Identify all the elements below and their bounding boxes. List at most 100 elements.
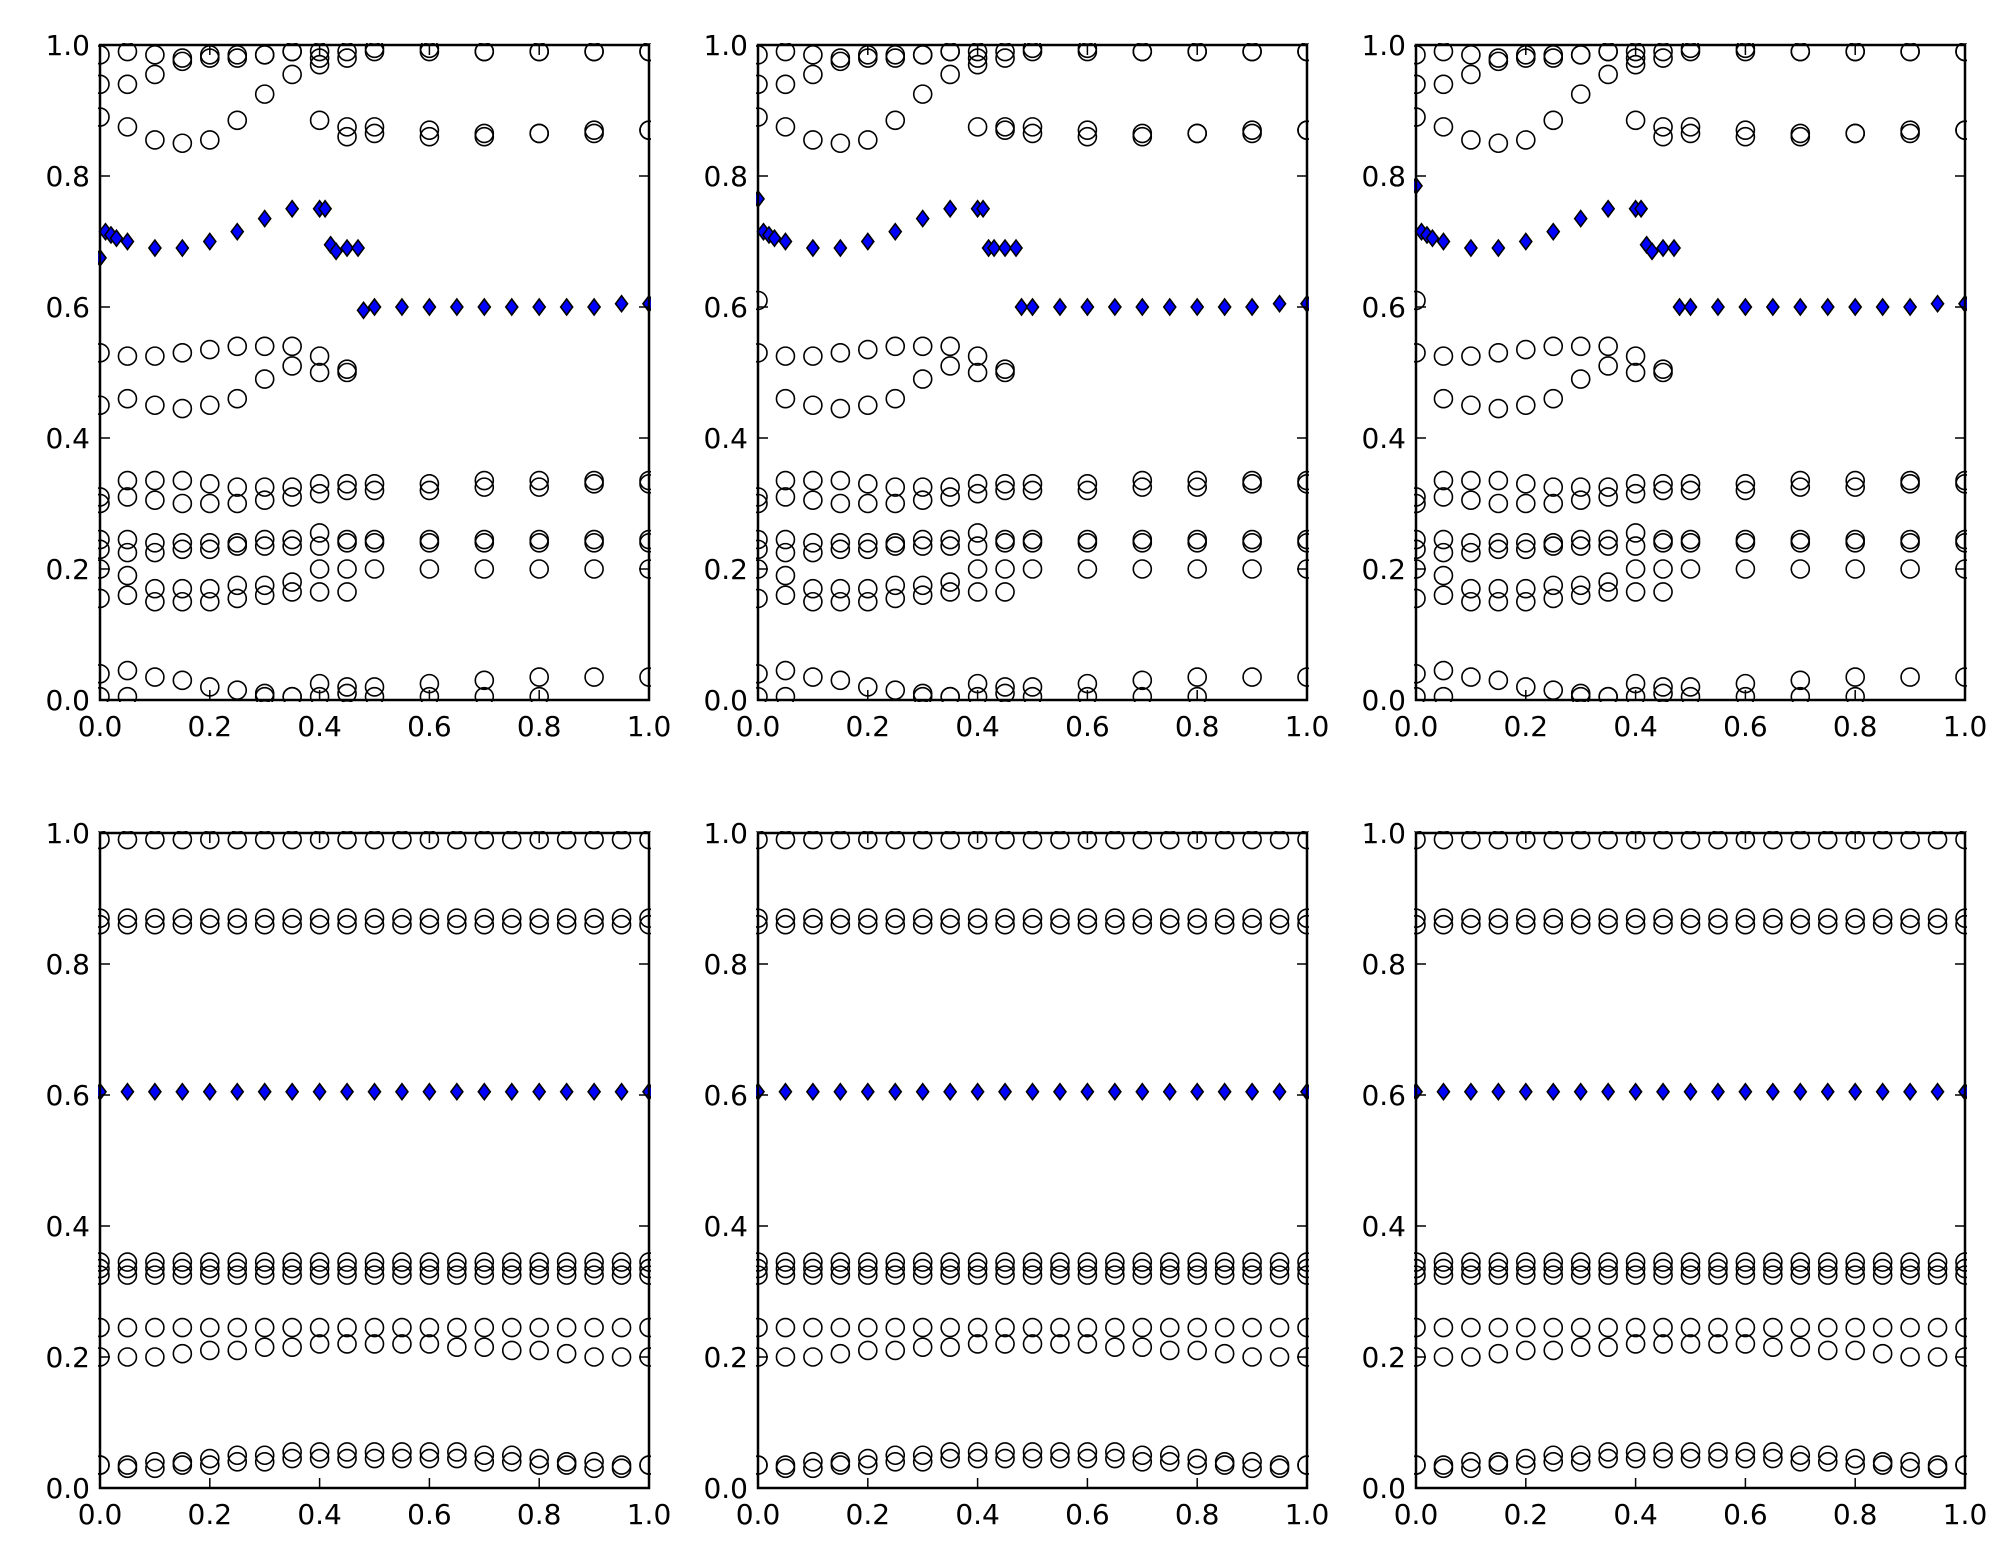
circle-point [1187,43,1207,62]
diamond-point [532,1082,547,1102]
circle-point [1461,346,1481,366]
circle-point [967,117,988,137]
circle-point [885,1252,906,1272]
circle-point [912,45,933,65]
y-tick-label: 0.2 [1361,553,1406,586]
circle-point [611,1258,632,1279]
circle-point [1187,1258,1207,1279]
x-tick-label: 0.2 [188,710,233,743]
circle-point [337,532,357,553]
circle-point [254,1337,275,1357]
circle-point [1132,1445,1153,1466]
circle-point [885,831,906,850]
circle-point [1433,660,1454,681]
circle-point [830,1265,851,1285]
circle-point [227,336,248,357]
axes-frame [756,831,1309,1490]
diamond-point [532,297,547,317]
circle-point [1516,1317,1536,1338]
circle-point [1900,831,1920,850]
circle-point [885,908,906,928]
y-tick-label: 0.6 [1361,1079,1406,1112]
circle-point [254,575,275,596]
circle-point [1680,1448,1701,1469]
diamond-point [614,1082,629,1102]
circle-point [1735,559,1756,579]
circle-point [1653,831,1673,850]
circle-point [1022,831,1043,850]
circle-point [775,1258,796,1279]
circle-point [1461,914,1481,935]
circle-point [1927,908,1948,928]
circle-point [830,493,851,514]
circle-point [172,539,193,560]
circle-point [419,908,440,928]
circle-point [1159,1265,1180,1285]
circle-point [1159,908,1180,928]
circle-point [1570,1337,1591,1357]
circle-point [912,1337,933,1357]
circle-point [254,1252,275,1272]
circle-point [1105,908,1125,928]
circle-point [1653,1334,1673,1354]
circle-point [830,470,851,491]
circle-point [1625,54,1646,75]
y-tick-label: 0.2 [45,553,90,586]
x-tick-label: 0.6 [407,710,452,743]
circle-point [1653,1258,1673,1279]
circle-point [1132,1265,1153,1285]
circle-point [830,1317,851,1338]
circle-point [1872,1343,1893,1364]
circle-point [1570,490,1591,511]
circle-point [1269,914,1290,935]
circle-point [885,1340,906,1361]
circle-point [419,914,440,935]
diamond-point [1793,1082,1808,1102]
y-tick-label: 0.4 [45,422,90,455]
x-tick-label: 1.0 [1285,1498,1330,1531]
diamond-point [1014,297,1029,317]
circle-point [1543,1258,1564,1279]
circle-point [172,1317,193,1338]
circle-point [611,914,632,935]
circle-point [1461,1258,1481,1279]
circle-point [885,536,906,556]
circle-point [1488,1252,1509,1272]
y-tick-label: 0.2 [45,1341,90,1374]
circle-point [1625,1258,1646,1279]
diamond-point [367,297,382,317]
circle-point [1159,1340,1180,1361]
circle-point [474,831,495,850]
circle-point [1625,474,1646,494]
circle-point [1461,1347,1481,1367]
circle-point [419,1252,440,1272]
circle-point [857,395,878,416]
circle-point [364,1334,385,1354]
circle-point [392,1317,412,1338]
circle-point [1900,1317,1920,1338]
circle-point [117,346,138,366]
x-tick-label: 1.0 [627,1498,672,1531]
circle-point [1022,908,1043,928]
circle-point [803,1317,823,1338]
circle-point [1077,686,1098,702]
circle-point [1790,686,1811,702]
diamond-point [422,1082,437,1102]
circle-point [995,474,1015,494]
circle-point [145,667,165,687]
circle-point [337,1265,357,1285]
circle-point [1872,1258,1893,1279]
circle-point [967,1252,988,1272]
circle-point [1817,831,1838,850]
circle-point [1763,908,1783,928]
circle-point [227,477,248,497]
circle-point [967,54,988,75]
circle-point [857,1317,878,1338]
circle-point [1187,477,1207,497]
axes-frame [98,43,651,702]
circle-point [172,831,193,850]
circle-point [145,578,165,599]
circle-point [830,539,851,560]
circle-point [1488,831,1509,850]
circle-point [145,395,165,416]
